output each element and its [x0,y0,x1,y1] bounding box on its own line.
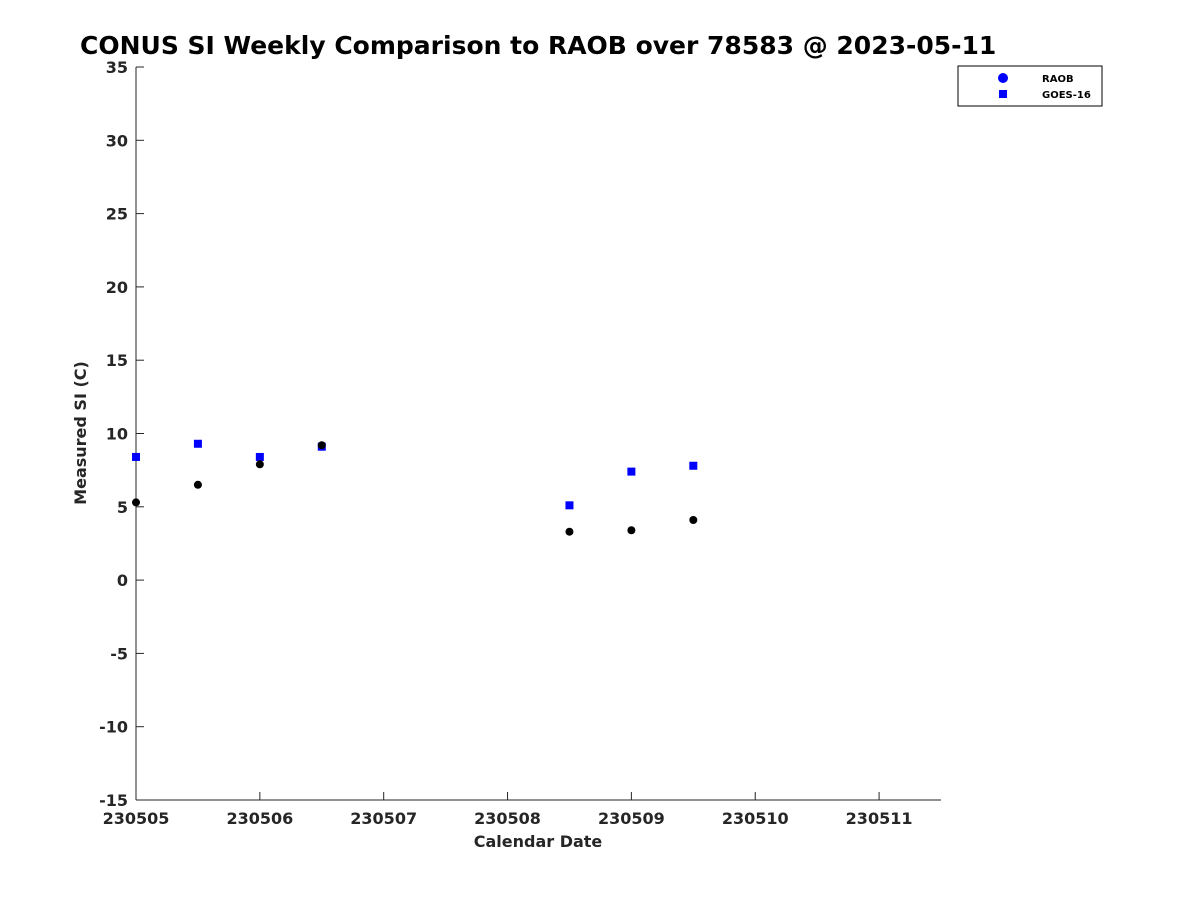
y-tick-label: 0 [117,571,128,590]
x-axis-label: Calendar Date [474,832,603,851]
y-tick-label: -5 [110,644,128,663]
y-tick-label: 15 [106,351,128,370]
x-tick-label: 230505 [103,809,170,828]
raob-point [689,515,698,524]
raob-point [627,526,636,535]
legend-raob-label: RAOB [1042,74,1074,85]
chart-title: CONUS SI Weekly Comparison to RAOB over … [80,31,996,60]
data-marks [132,439,698,536]
goes16-point [193,439,202,448]
raob-point [193,480,202,489]
y-tick-label: -10 [99,718,128,737]
y-tick-label: -15 [99,791,128,810]
y-tick-label: 20 [106,278,128,297]
x-tick-label: 230508 [474,809,541,828]
legend-box [957,65,1103,107]
y-tick-label: 5 [117,498,128,517]
x-tick-label: 230506 [226,809,293,828]
raob-point [317,441,326,450]
legend-goes-label: GOES-16 [1042,90,1091,101]
goes16-point [132,452,140,461]
y-tick-label: 35 [106,58,128,77]
goes16-point [565,501,574,510]
x-tick-label: 230509 [598,809,665,828]
y-tick-label: 30 [106,131,128,150]
goes16-point [689,461,698,470]
raob-point [565,527,574,536]
y-axis-label: Measured SI (C) [71,361,90,505]
legend: RAOB GOES-16 [957,65,1103,107]
legend-raob-marker [998,73,1008,83]
raob-point [255,460,264,469]
raob-point [132,498,140,507]
y-tick-label: 25 [106,205,128,224]
x-tick-label: 230511 [846,809,913,828]
goes16-point [627,467,636,476]
x-tick-label: 230507 [350,809,417,828]
y-tick-label: 10 [106,425,128,444]
x-tick-label: 230510 [722,809,789,828]
legend-goes-marker [999,90,1007,98]
goes16-point [255,452,264,461]
